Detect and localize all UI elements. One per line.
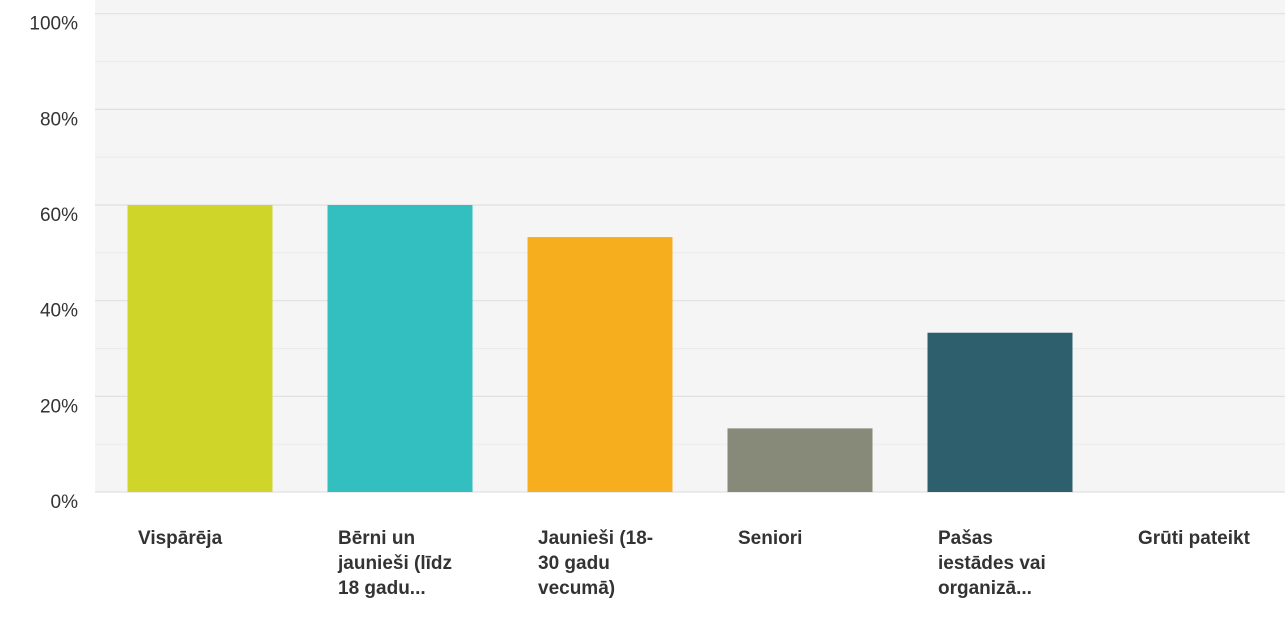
y-tick-label: 100% bbox=[29, 14, 78, 35]
bar bbox=[327, 205, 473, 492]
y-tick-label: 0% bbox=[51, 492, 79, 513]
x-tick-label: Seniori bbox=[738, 528, 803, 549]
bar bbox=[127, 205, 273, 492]
y-tick-label: 20% bbox=[40, 396, 78, 417]
plot-background bbox=[95, 0, 1285, 492]
x-tick-label: Grūti pateikt bbox=[1138, 528, 1250, 549]
y-tick-label: 40% bbox=[40, 301, 78, 322]
bar bbox=[727, 428, 873, 492]
bar bbox=[527, 237, 673, 492]
y-tick-label: 80% bbox=[40, 109, 78, 130]
y-tick-label: 60% bbox=[40, 205, 78, 226]
x-tick-label: Vispārēja bbox=[138, 528, 223, 549]
x-tick-label: Pašas iestādes vai organizā... bbox=[938, 528, 1046, 599]
bar bbox=[927, 332, 1073, 492]
x-tick-label: Jaunieši (18-30 gadu vecumā) bbox=[538, 528, 654, 599]
x-tick-label: Bērni un jaunieši (līdz 18 gadu... bbox=[338, 528, 453, 599]
